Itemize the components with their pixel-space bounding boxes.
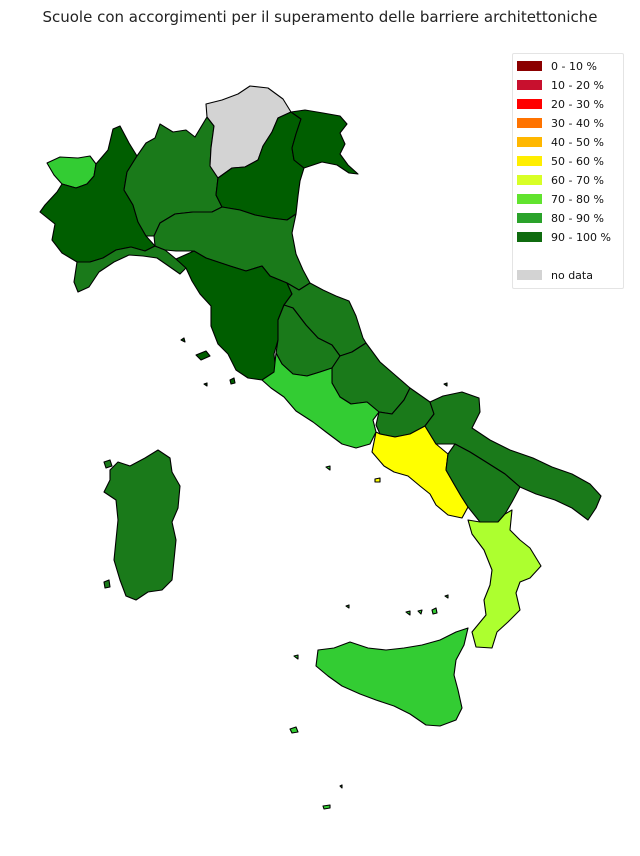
legend-item: 80 - 90 % — [517, 211, 604, 225]
island-capraia — [180, 337, 186, 343]
legend-item: 20 - 30 % — [517, 97, 604, 111]
legend-label: 30 - 40 % — [551, 116, 604, 130]
legend-swatch — [517, 270, 542, 280]
legend-item: 90 - 100 % — [517, 230, 611, 244]
region-sicilia — [315, 627, 469, 727]
legend-swatch — [517, 213, 542, 223]
island-linosa — [339, 784, 343, 789]
region-friuli-venezia-giulia — [290, 109, 359, 175]
legend-label: 0 - 10 % — [551, 59, 597, 73]
island-ischia — [374, 477, 381, 483]
legend-swatch — [517, 118, 542, 128]
region-sardegna — [103, 449, 181, 601]
legend-item: 10 - 20 % — [517, 78, 604, 92]
legend-swatch — [517, 80, 542, 90]
legend-label: 90 - 100 % — [551, 230, 611, 244]
island-ustica — [345, 604, 350, 609]
legend-label: 10 - 20 % — [551, 78, 604, 92]
legend-swatch — [517, 194, 542, 204]
legend-swatch — [517, 61, 542, 71]
legend-swatch — [517, 156, 542, 166]
island-asinara — [103, 459, 113, 469]
legend-item: 40 - 50 % — [517, 135, 604, 149]
island-aeolian-3 — [431, 607, 438, 615]
legend-label: 70 - 80 % — [551, 192, 604, 206]
legend-item: 50 - 60 % — [517, 154, 604, 168]
island-stromboli — [444, 594, 449, 599]
region-lazio — [261, 352, 380, 449]
legend-item: 60 - 70 % — [517, 173, 604, 187]
map-legend: 0 - 10 % 10 - 20 % 20 - 30 % 30 - 40 % 40 - … — [512, 53, 624, 289]
island-egadi — [293, 654, 299, 660]
legend-label: 50 - 60 % — [551, 154, 604, 168]
legend-item: 30 - 40 % — [517, 116, 604, 130]
island-lampedusa — [322, 804, 331, 810]
island-aeolian-2 — [417, 609, 423, 615]
legend-item: no data — [517, 268, 593, 282]
legend-swatch — [517, 137, 542, 147]
map-title: Scuole con accorgimenti per il superamen… — [42, 8, 598, 26]
legend-item: 70 - 80 % — [517, 192, 604, 206]
legend-item: 0 - 10 % — [517, 59, 597, 73]
region-liguria — [73, 245, 187, 293]
island-pantelleria — [289, 726, 299, 734]
island-san-pietro — [103, 579, 111, 589]
island-ponza — [325, 465, 331, 471]
legend-swatch — [517, 232, 542, 242]
legend-label: 20 - 30 % — [551, 97, 604, 111]
legend-label: 60 - 70 % — [551, 173, 604, 187]
island-montecristo — [203, 382, 208, 387]
island-aeolian-1 — [405, 610, 411, 616]
region-toscana — [175, 250, 293, 381]
island-giglio — [229, 377, 236, 385]
legend-swatch — [517, 99, 542, 109]
island-elba — [195, 350, 211, 361]
region-calabria — [467, 509, 542, 649]
legend-label: no data — [551, 268, 593, 282]
legend-label: 80 - 90 % — [551, 211, 604, 225]
legend-label: 40 - 50 % — [551, 135, 604, 149]
legend-swatch — [517, 175, 542, 185]
island-tremiti — [443, 382, 448, 387]
